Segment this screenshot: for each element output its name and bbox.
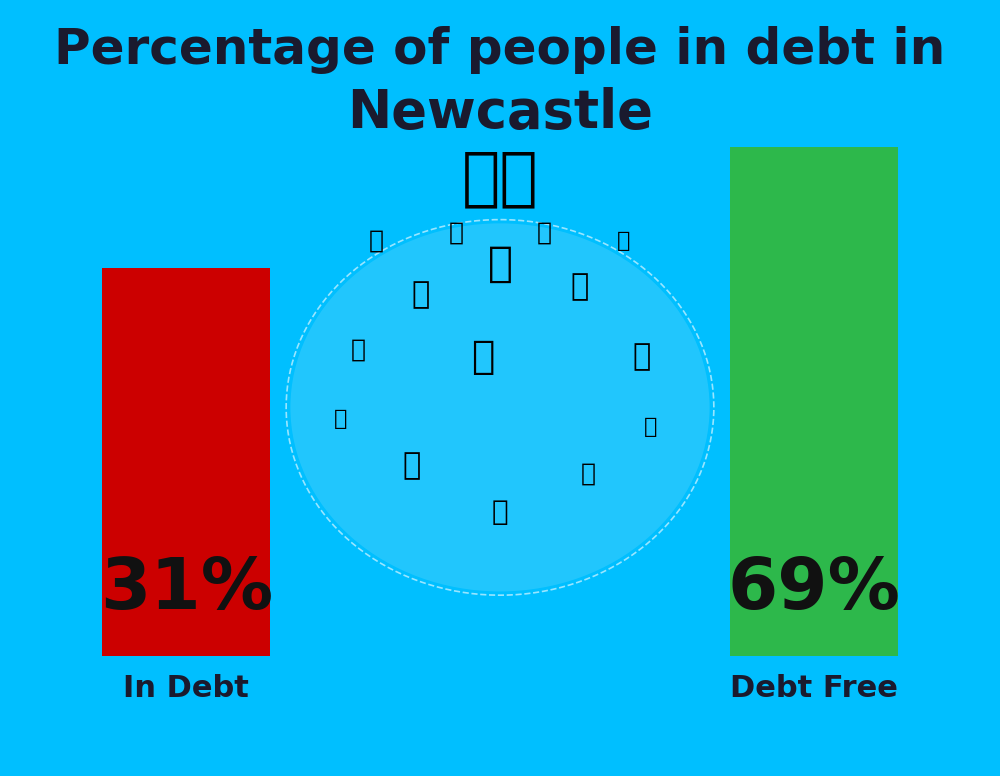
Text: 🎓: 🎓 bbox=[632, 342, 651, 372]
Text: 🦅: 🦅 bbox=[369, 229, 384, 252]
Text: Percentage of people in debt in: Percentage of people in debt in bbox=[54, 26, 946, 74]
Text: 📋: 📋 bbox=[581, 462, 596, 485]
FancyBboxPatch shape bbox=[102, 268, 270, 656]
Text: Debt Free: Debt Free bbox=[730, 674, 898, 703]
Text: 🏠: 🏠 bbox=[537, 221, 552, 244]
Text: 🔑: 🔑 bbox=[617, 230, 630, 251]
FancyBboxPatch shape bbox=[730, 147, 898, 656]
Text: 🇬🇧: 🇬🇧 bbox=[462, 147, 538, 210]
Text: 🏠: 🏠 bbox=[411, 280, 430, 310]
Text: 💰: 💰 bbox=[570, 272, 589, 302]
Text: 💼: 💼 bbox=[492, 498, 508, 526]
Text: Newcastle: Newcastle bbox=[347, 86, 653, 139]
Text: 31%: 31% bbox=[100, 556, 273, 624]
Circle shape bbox=[290, 223, 710, 591]
Text: 🏦: 🏦 bbox=[488, 243, 512, 285]
Text: 69%: 69% bbox=[727, 556, 900, 624]
Text: 🔐: 🔐 bbox=[644, 417, 657, 437]
Text: 🔒: 🔒 bbox=[334, 409, 348, 429]
Text: 💵: 💵 bbox=[448, 221, 463, 244]
Text: 🏛: 🏛 bbox=[471, 338, 494, 376]
Text: 📱: 📱 bbox=[351, 338, 366, 361]
Text: 🚗: 🚗 bbox=[402, 451, 421, 480]
Text: In Debt: In Debt bbox=[123, 674, 249, 703]
